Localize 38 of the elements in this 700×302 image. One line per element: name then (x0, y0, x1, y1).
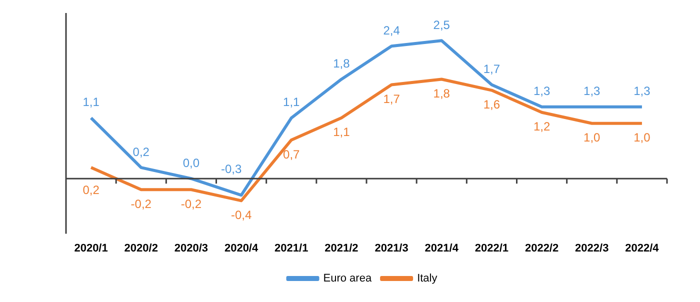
data-label: -0,4 (230, 208, 252, 222)
data-label: 1,1 (283, 95, 300, 110)
x-tick-label: 2021/1 (274, 242, 308, 254)
data-label: 1,3 (634, 84, 651, 98)
data-label: -0,3 (220, 162, 242, 176)
x-tick-label: 2020/4 (224, 242, 259, 254)
data-label: 1,7 (383, 92, 400, 106)
data-label: 1,8 (433, 86, 450, 101)
data-label: 2,5 (433, 18, 450, 32)
x-tick-label: 2021/3 (374, 242, 408, 254)
x-tick-label: 2020/2 (124, 242, 158, 254)
x-tick-label: 2020/3 (174, 242, 208, 254)
x-tick-label: 2021/4 (424, 242, 460, 254)
legend-label: Italy (417, 272, 438, 285)
data-label: 1,0 (634, 130, 651, 145)
x-tick-label: 2022/1 (474, 242, 509, 254)
data-label: 0,0 (182, 156, 200, 170)
x-tick-label: 2021/2 (324, 242, 358, 254)
data-label: 1,8 (333, 56, 350, 71)
x-tick-label: 2022/4 (625, 242, 660, 254)
x-tick-label: 2022/2 (524, 242, 559, 254)
data-label: 2,4 (383, 23, 400, 38)
data-label: 1,2 (533, 120, 550, 134)
data-label: -0,2 (180, 196, 202, 211)
data-label: 0,2 (132, 144, 150, 159)
legend-label: Euro area (323, 272, 372, 285)
x-tick-label: 2022/3 (575, 242, 609, 254)
data-label: 1,1 (82, 95, 100, 110)
data-label: 1,0 (584, 130, 601, 145)
data-label: -0,2 (130, 196, 152, 211)
data-label: 1,1 (333, 125, 350, 140)
data-label: 0,7 (283, 147, 300, 162)
data-label: 1,7 (483, 62, 500, 76)
data-label: 1,3 (584, 84, 601, 98)
data-label: 1,6 (483, 98, 500, 112)
data-label: 0,2 (82, 182, 100, 197)
x-tick-label: 2020/1 (74, 242, 108, 254)
data-label: 1,3 (533, 84, 550, 98)
